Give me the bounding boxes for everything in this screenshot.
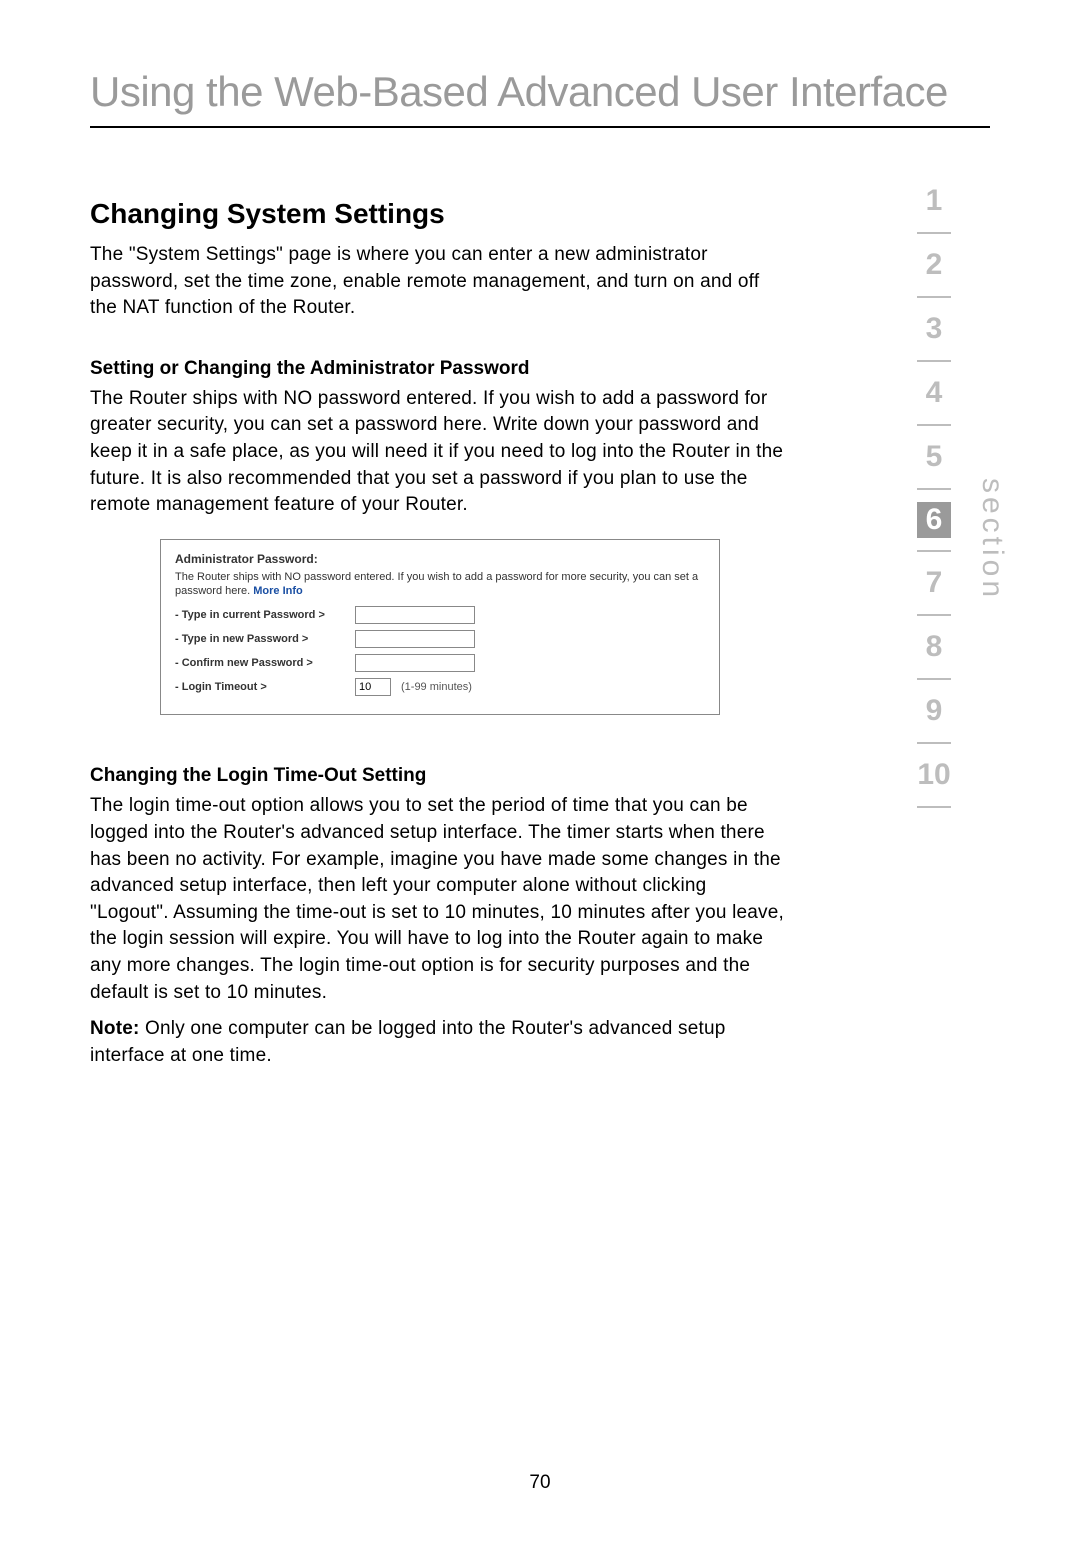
note-body: Only one computer can be logged into the… [90, 1018, 726, 1066]
nav-divider [917, 232, 951, 234]
section-nav: 1 2 3 4 5 6 7 8 9 10 section [903, 178, 1038, 816]
panel-heading: Administrator Password: [175, 552, 705, 566]
section-nav-4[interactable]: 4 [911, 370, 957, 416]
new-password-input[interactable] [355, 630, 475, 648]
panel-description: The Router ships with NO password entere… [175, 570, 705, 599]
row-current-password: - Type in current Password > [175, 606, 705, 624]
admin-password-panel: Administrator Password: The Router ships… [160, 539, 720, 716]
section-nav-9[interactable]: 9 [911, 688, 957, 734]
current-password-input[interactable] [355, 606, 475, 624]
page-title: Using the Web-Based Advanced User Interf… [90, 68, 990, 128]
section-nav-2[interactable]: 2 [911, 242, 957, 288]
section-nav-numbers: 1 2 3 4 5 6 7 8 9 10 [903, 178, 965, 816]
section-nav-5[interactable]: 5 [911, 434, 957, 480]
section-nav-8[interactable]: 8 [911, 624, 957, 670]
row-new-password: - Type in new Password > [175, 630, 705, 648]
confirm-password-input[interactable] [355, 654, 475, 672]
section-nav-10[interactable]: 10 [911, 752, 957, 798]
section-nav-3[interactable]: 3 [911, 306, 957, 352]
row-login-timeout: - Login Timeout > (1-99 minutes) [175, 678, 705, 696]
heading-login-timeout: Changing the Login Time-Out Setting [90, 765, 790, 787]
section-nav-7[interactable]: 7 [911, 560, 957, 606]
main-content: Changing System Settings The "System Set… [90, 198, 790, 1069]
login-timeout-hint: (1-99 minutes) [401, 681, 472, 693]
section-label: section [975, 478, 1009, 601]
more-info-link[interactable]: More Info [253, 585, 303, 597]
note-label: Note: [90, 1018, 145, 1039]
nav-divider [917, 360, 951, 362]
paragraph-login-timeout: The login time-out option allows you to … [90, 793, 790, 1006]
label-current-password: - Type in current Password > [175, 609, 355, 621]
heading-changing-system-settings: Changing System Settings [90, 198, 790, 230]
paragraph-system-settings: The "System Settings" page is where you … [90, 242, 790, 322]
nav-divider [917, 424, 951, 426]
nav-divider [917, 488, 951, 490]
section-nav-1[interactable]: 1 [911, 178, 957, 224]
paragraph-admin-password: The Router ships with NO password entere… [90, 386, 790, 519]
label-confirm-password: - Confirm new Password > [175, 657, 355, 669]
section-nav-6-current[interactable]: 6 [917, 502, 951, 538]
login-timeout-input[interactable] [355, 678, 391, 696]
note: Note: Only one computer can be logged in… [90, 1016, 790, 1069]
row-confirm-password: - Confirm new Password > [175, 654, 705, 672]
nav-divider [917, 550, 951, 552]
label-new-password: - Type in new Password > [175, 633, 355, 645]
label-login-timeout: - Login Timeout > [175, 681, 355, 693]
page-number: 70 [0, 1472, 1080, 1494]
nav-divider [917, 614, 951, 616]
heading-admin-password: Setting or Changing the Administrator Pa… [90, 358, 790, 380]
nav-divider [917, 806, 951, 808]
nav-divider [917, 742, 951, 744]
nav-divider [917, 678, 951, 680]
nav-divider [917, 296, 951, 298]
